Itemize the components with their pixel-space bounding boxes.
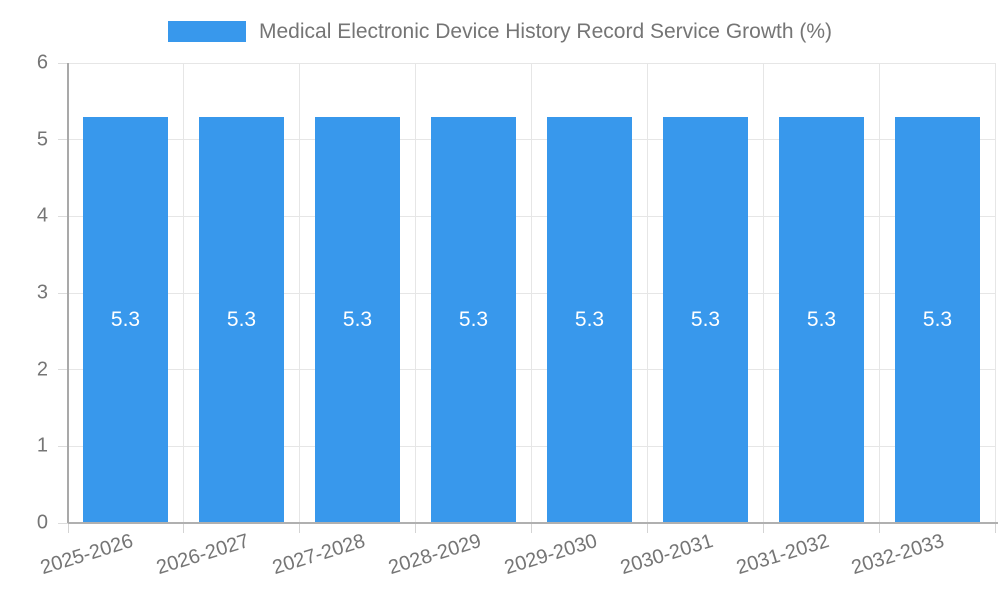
x-axis-tick <box>67 523 69 533</box>
x-axis-tick <box>646 523 648 533</box>
y-axis-tick <box>58 445 68 447</box>
legend-swatch[interactable] <box>168 21 246 42</box>
bar-value-label: 5.3 <box>574 307 605 331</box>
x-axis-label: 2026-2027 <box>154 530 252 580</box>
y-axis-tick <box>58 369 68 371</box>
y-axis-tick-label: 1 <box>36 434 48 457</box>
bar[interactable]: 5.3 <box>315 116 400 523</box>
y-axis-tick-label: 4 <box>36 204 48 227</box>
x-axis-label: 2030-2031 <box>617 530 716 580</box>
bar[interactable]: 5.3 <box>199 116 284 523</box>
bar-value-label: 5.3 <box>806 307 837 331</box>
legend[interactable]: Medical Electronic Device History Record… <box>0 21 1000 42</box>
bar-value-label: 5.3 <box>110 307 141 331</box>
x-axis-label: 2029-2030 <box>501 530 600 580</box>
x-axis-label: 2032-2033 <box>849 530 948 580</box>
bar-value-label: 5.3 <box>342 307 373 331</box>
y-axis-tick <box>58 522 68 524</box>
bar[interactable]: 5.3 <box>663 116 748 523</box>
x-axis-label: 2028-2029 <box>385 530 484 580</box>
v-gridline <box>994 63 996 523</box>
x-axis-label: 2031-2032 <box>733 530 832 580</box>
y-axis-tick <box>58 292 68 294</box>
y-axis-tick <box>58 139 68 141</box>
bar-value-label: 5.3 <box>690 307 721 331</box>
x-axis-label: 2027-2028 <box>269 530 368 580</box>
y-axis-tick-label: 6 <box>36 51 48 74</box>
v-gridline <box>878 63 880 523</box>
y-axis-tick-label: 5 <box>36 128 48 151</box>
y-axis-tick <box>58 62 68 64</box>
v-gridline <box>531 63 532 523</box>
x-axis-tick <box>762 523 764 533</box>
bar[interactable]: 5.3 <box>779 116 864 523</box>
x-axis-tick <box>878 523 880 533</box>
x-axis-label: 2025-2026 <box>38 530 137 580</box>
x-axis-tick <box>415 523 417 533</box>
bar-value-label: 5.3 <box>922 307 953 331</box>
x-axis-tick <box>994 523 996 533</box>
v-gridline <box>762 63 764 523</box>
bar[interactable]: 5.3 <box>83 116 168 523</box>
x-axis-tick <box>531 523 532 533</box>
bar[interactable]: 5.3 <box>895 116 980 523</box>
v-gridline <box>646 63 648 523</box>
v-gridline <box>299 63 301 523</box>
x-axis-tick <box>183 523 185 533</box>
bar[interactable]: 5.3 <box>431 116 516 523</box>
y-axis-tick-label: 3 <box>36 281 48 304</box>
x-axis-line <box>68 522 998 524</box>
y-axis-tick-label: 0 <box>36 511 48 534</box>
y-axis-tick-label: 2 <box>36 358 48 381</box>
legend-label[interactable]: Medical Electronic Device History Record… <box>259 20 832 43</box>
bar-value-label: 5.3 <box>226 307 257 331</box>
bar[interactable]: 5.3 <box>547 116 632 523</box>
y-axis-tick <box>58 215 68 217</box>
v-gridline <box>415 63 417 523</box>
y-axis-line <box>67 63 69 523</box>
v-gridline <box>183 63 185 523</box>
bar-value-label: 5.3 <box>458 307 489 331</box>
x-axis-tick <box>299 523 301 533</box>
